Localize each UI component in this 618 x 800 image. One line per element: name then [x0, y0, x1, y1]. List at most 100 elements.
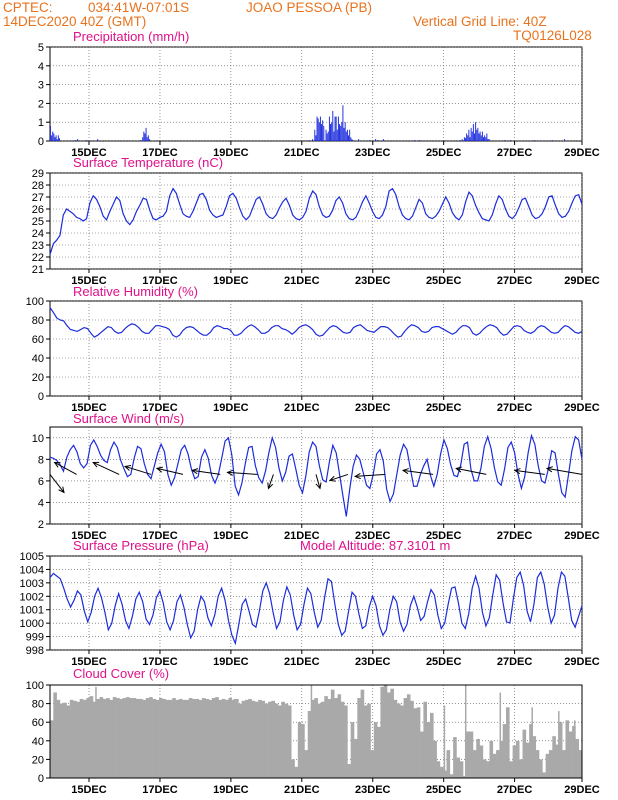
cloud-ytick-label: 100: [26, 680, 44, 692]
cloud-bar: [178, 698, 183, 778]
wind-vector-head: [53, 461, 61, 468]
pressure-xtick-label: 25DEC: [426, 656, 462, 668]
cloud-spike: [464, 685, 467, 778]
precip-bar: [97, 139, 99, 141]
precip-bar: [85, 140, 87, 141]
precip-bar: [332, 110, 334, 141]
cloud-bar: [539, 759, 543, 778]
precip-bar: [551, 140, 553, 141]
wind-vector-head: [267, 482, 274, 490]
precip-bar: [54, 137, 56, 141]
cloud-bar: [129, 698, 133, 778]
temp-ytick-label: 21: [32, 264, 44, 276]
precip-bar: [340, 125, 342, 141]
precip-ytick-label: 4: [38, 61, 44, 73]
cloud-bar: [387, 692, 391, 778]
cloud-bar: [578, 750, 583, 778]
cloud-bar: [393, 699, 398, 778]
cloud-bar: [439, 766, 444, 778]
pressure-ytick-label: 1003: [20, 578, 44, 590]
cloud-bar: [390, 688, 394, 778]
cloud-bar: [188, 698, 193, 778]
cloud-bar: [482, 759, 487, 778]
rh-title: Relative Humidity (%): [73, 284, 198, 299]
pressure-title: Surface Pressure (hPa): [73, 538, 209, 553]
cloud-bar: [149, 697, 153, 778]
header-station: JOAO PESSOA (PB): [246, 0, 373, 15]
rh-xtick-label: 17DEC: [142, 402, 178, 414]
cloud-bar: [99, 697, 104, 778]
wind-vector: [456, 467, 487, 475]
wind-xtick-label: 29DEC: [564, 530, 600, 542]
precip-bar: [382, 139, 384, 141]
cloud-bar: [106, 698, 110, 778]
precip-bar: [470, 127, 472, 141]
precip-xtick-label: 29DEC: [564, 147, 600, 159]
wind-xtick-label: 19DEC: [213, 530, 249, 542]
cloud-bar: [373, 722, 378, 778]
cloud-bar: [132, 698, 137, 778]
pressure-xtick-label: 27DEC: [497, 656, 533, 668]
wind-ytick-label: 10: [32, 433, 44, 445]
precip-ytick-label: 5: [38, 42, 44, 54]
rh-ytick-label: 60: [32, 334, 44, 346]
rh-xtick-label: 15DEC: [71, 402, 107, 414]
panel-rh: 0 20 40 60 80 100 15DEC 17DEC 19DEC 21DEC 23DEC 25D…: [26, 284, 600, 414]
precip-bar: [484, 135, 486, 141]
cloud-bar: [519, 759, 523, 778]
cloud-xtick-label: 17DEC: [142, 784, 178, 796]
cloud-bar: [486, 761, 490, 778]
precip-bar: [468, 129, 470, 141]
temp-xtick-label: 21DEC: [284, 275, 320, 287]
cloud-bar: [102, 698, 107, 778]
temp-ytick-label: 24: [32, 228, 44, 240]
cloud-xtick-label: 29DEC: [564, 784, 600, 796]
precip-bar: [414, 140, 416, 141]
precip-bar: [476, 129, 478, 141]
cloud-bar: [334, 698, 338, 778]
wind-xtick-label: 27DEC: [497, 530, 533, 542]
cloud-xtick-label: 27DEC: [497, 784, 533, 796]
cloud-bar: [324, 696, 328, 778]
wind-vector-head: [58, 486, 65, 494]
cloud-spike: [177, 703, 180, 778]
cloud-bar: [297, 722, 302, 778]
cloud-bar: [251, 700, 256, 778]
cloud-ytick-label: 80: [32, 699, 44, 711]
precip-bar: [321, 124, 323, 141]
cloud-bar: [59, 703, 64, 778]
cloud-xtick-label: 19DEC: [213, 784, 249, 796]
cloud-spike: [233, 698, 236, 778]
cloud-bar: [525, 742, 530, 778]
wind-vector-head: [455, 466, 463, 473]
precip-ytick-label: 3: [38, 80, 44, 92]
cloud-bar: [430, 712, 434, 778]
cloud-bar: [96, 698, 100, 778]
cloud-xtick-label: 21DEC: [284, 784, 320, 796]
rh-ytick-label: 0: [38, 391, 44, 403]
cloud-spike: [95, 686, 97, 778]
cloud-bar: [311, 699, 315, 778]
precip-bar: [328, 116, 330, 141]
cloud-bar: [377, 726, 381, 778]
cloud-bar: [264, 703, 269, 778]
precip-bar: [326, 133, 328, 141]
precip-bar: [344, 122, 346, 141]
cloud-ytick-label: 60: [32, 717, 44, 729]
cloud-bar: [248, 698, 252, 778]
precip-bar: [477, 127, 479, 141]
cloud-bar: [542, 772, 546, 778]
precip-ytick-label: 0: [38, 136, 44, 148]
header-date: 14DEC2020 40Z (GMT): [3, 14, 147, 29]
wind-vector: [546, 467, 583, 475]
temp-frame: [49, 172, 583, 270]
temp-xtick-label: 19DEC: [213, 275, 249, 287]
wind-vector-head: [328, 475, 336, 482]
cloud-bar: [86, 698, 90, 778]
precip-bar: [564, 139, 565, 141]
cloud-bar: [168, 699, 173, 778]
cloud-bar: [317, 703, 322, 778]
precip-xtick-label: 23DEC: [355, 147, 391, 159]
cloud-bar: [433, 740, 437, 778]
